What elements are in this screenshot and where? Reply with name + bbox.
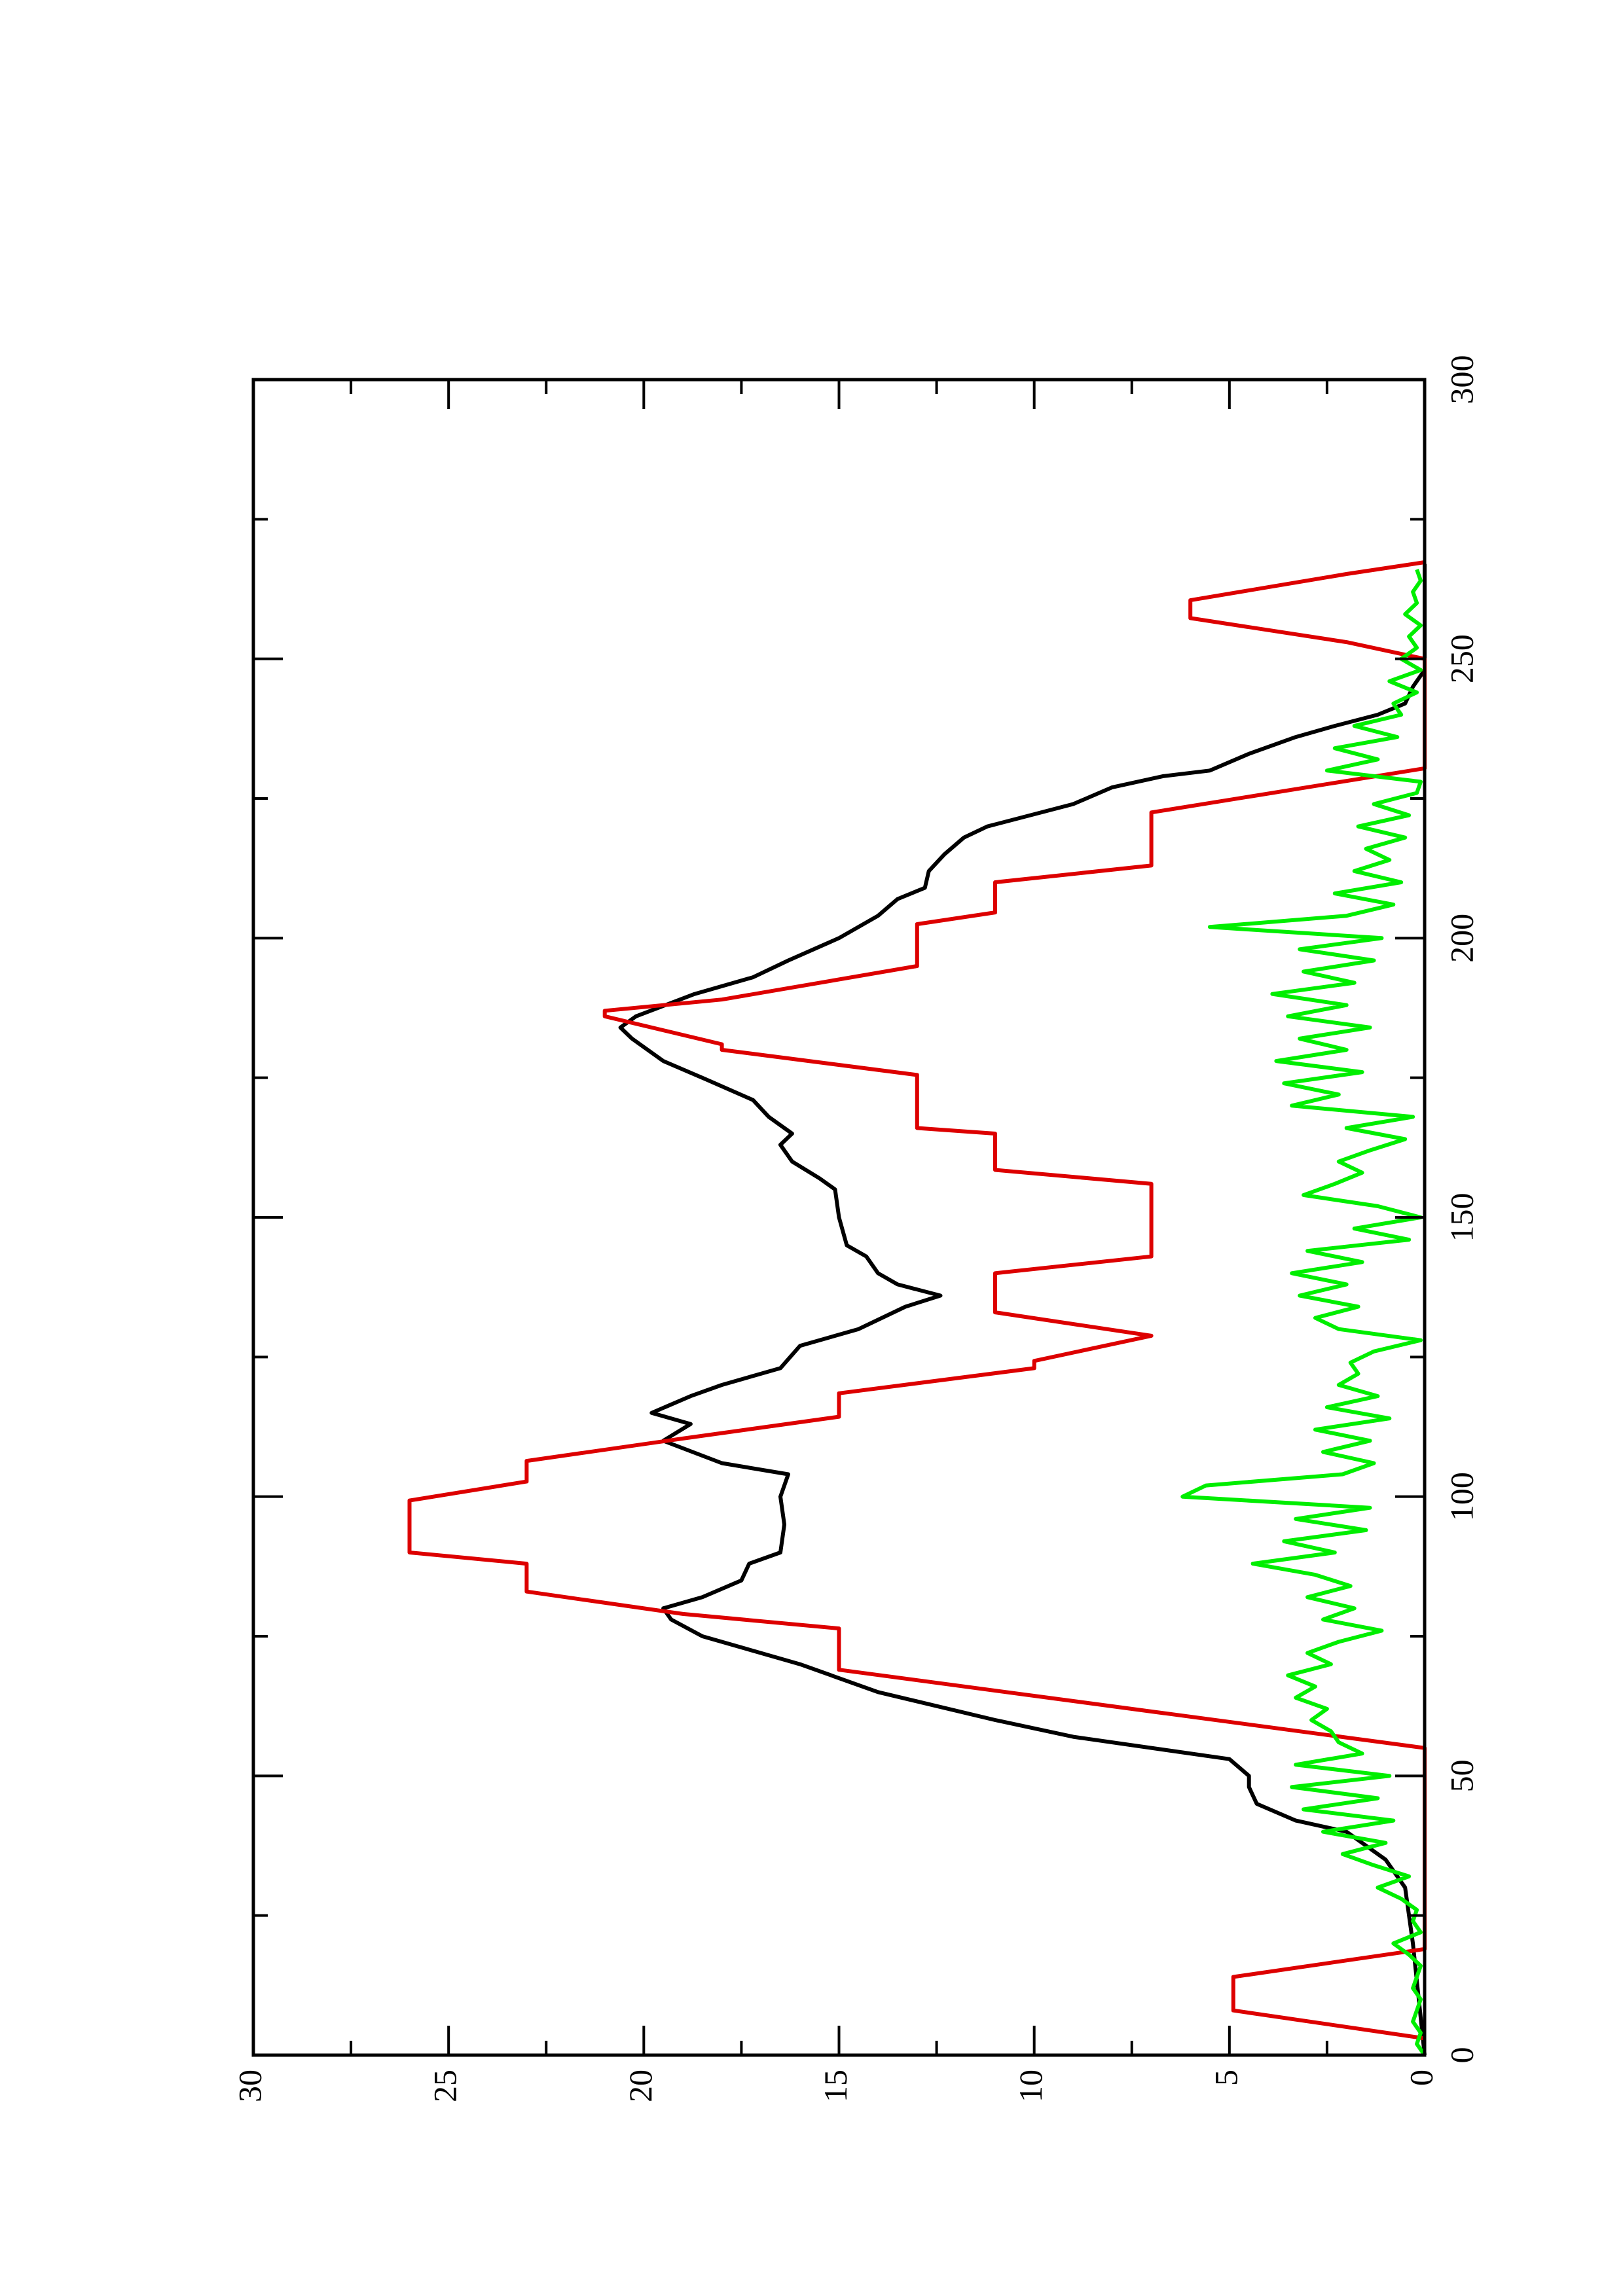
y-tick-label: 20 — [622, 2070, 659, 2102]
x-tick-label: 300 — [1443, 355, 1480, 404]
rotated-chart: 0 50 100 150 200 250 300 0 5 10 15 20 25 30 — [231, 355, 1480, 2103]
x-tick-label: 150 — [1443, 1193, 1480, 1242]
x-tick-label: 0 — [1443, 2047, 1480, 2064]
data-line — [407, 560, 1427, 2041]
y-tick-label: 15 — [817, 2070, 854, 2102]
x-tick-label: 50 — [1443, 1759, 1480, 1792]
data-line — [618, 564, 1427, 2056]
y-tick-label: 10 — [1012, 2070, 1049, 2102]
y-tick-label: 0 — [1402, 2070, 1439, 2086]
y-tick-label: 25 — [427, 2070, 464, 2102]
x-tick-label: 250 — [1443, 634, 1480, 683]
y-tick-label: 5 — [1207, 2070, 1244, 2086]
data-line — [1180, 569, 1427, 2056]
x-tick-label: 100 — [1443, 1472, 1480, 1521]
x-tick-label: 200 — [1443, 914, 1480, 963]
plot-frame — [251, 378, 1427, 2057]
y-tick-label: 30 — [231, 2070, 268, 2102]
